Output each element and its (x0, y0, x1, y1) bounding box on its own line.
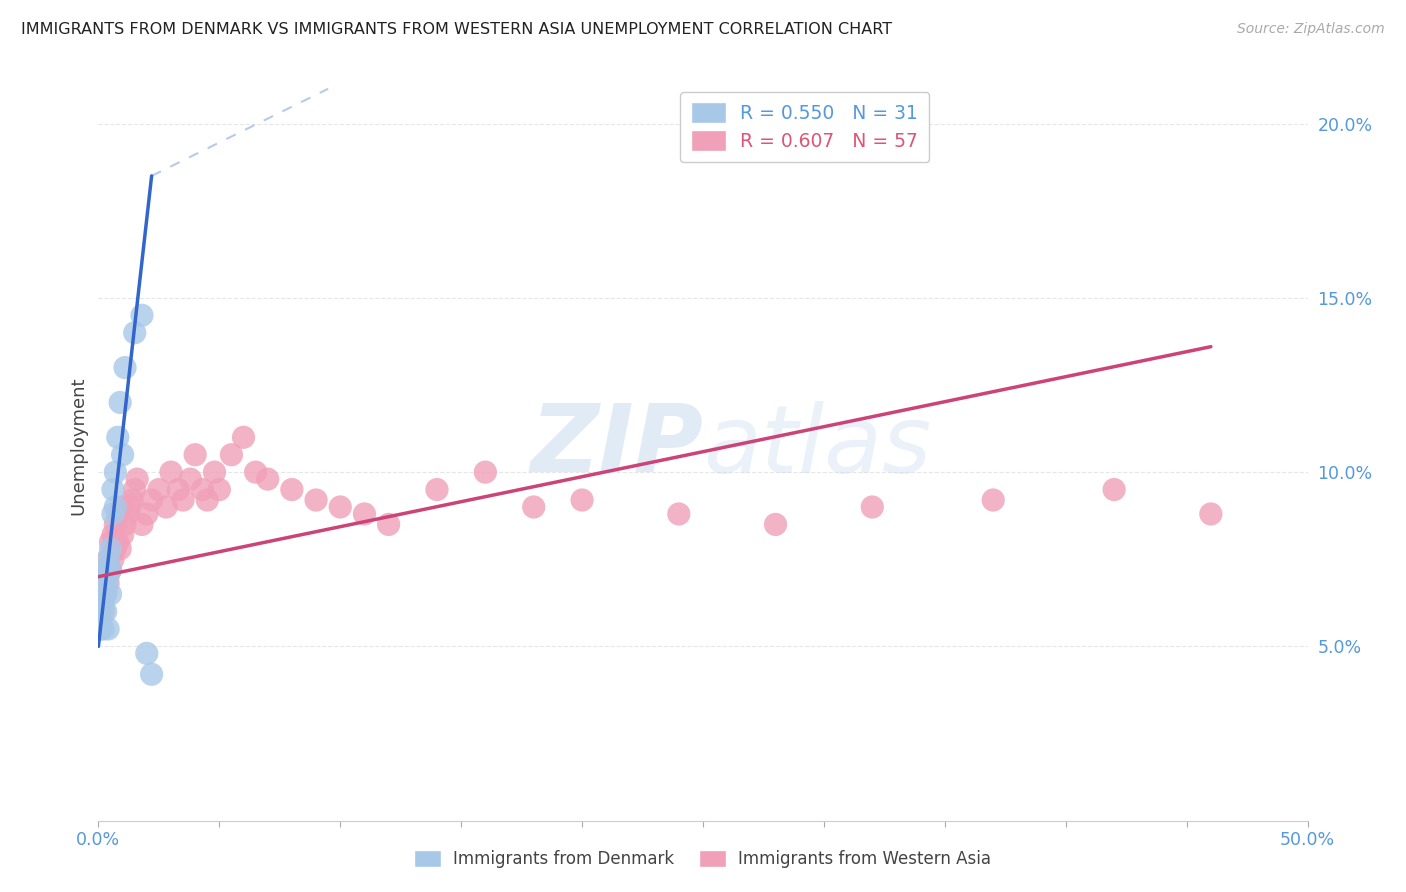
Point (94, 605, 117, 619)
Point (107, 534, 129, 549)
Text: IMMIGRANTS FROM DENMARK VS IMMIGRANTS FROM WESTERN ASIA UNEMPLOYMENT CORRELATION: IMMIGRANTS FROM DENMARK VS IMMIGRANTS FR… (21, 22, 893, 37)
Text: Source: ZipAtlas.com: Source: ZipAtlas.com (1237, 22, 1385, 37)
Point (91, 576, 114, 591)
Point (208, 483, 231, 497)
Point (94, 576, 117, 591)
Point (118, 500, 141, 514)
Point (167, 483, 190, 497)
Point (117, 507, 139, 521)
Point (245, 465, 267, 479)
Point (141, 667, 163, 681)
Point (141, 493, 163, 508)
Point (100, 563, 122, 577)
Point (765, 517, 787, 532)
Point (94, 563, 117, 577)
Point (104, 465, 127, 479)
Point (121, 493, 143, 508)
Point (114, 517, 136, 532)
Point (97, 622, 120, 636)
Point (204, 465, 226, 479)
Point (155, 500, 177, 514)
Point (100, 534, 122, 549)
Point (97, 552, 120, 566)
Point (104, 517, 127, 532)
Point (131, 308, 153, 322)
Point (426, 483, 449, 497)
Point (97, 576, 120, 591)
Point (91, 598, 114, 612)
Point (329, 500, 352, 514)
Point (127, 472, 149, 486)
Point (131, 517, 153, 532)
Point (97, 570, 120, 584)
Point (91, 587, 114, 601)
Point (101, 552, 124, 566)
Legend: R = 0.550   N = 31, R = 0.607   N = 57: R = 0.550 N = 31, R = 0.607 N = 57 (681, 92, 929, 161)
Point (100, 587, 122, 601)
Point (148, 483, 170, 497)
Point (860, 500, 883, 514)
Point (108, 395, 131, 409)
Point (179, 472, 201, 486)
Point (100, 563, 122, 577)
Legend: Immigrants from Denmark, Immigrants from Western Asia: Immigrants from Denmark, Immigrants from… (408, 844, 998, 875)
Point (668, 507, 690, 521)
Text: atlas: atlas (703, 401, 931, 491)
Point (90, 611, 112, 625)
Point (191, 483, 214, 497)
Point (114, 360, 136, 375)
Point (91, 605, 114, 619)
Point (90, 622, 112, 636)
Point (160, 465, 183, 479)
Point (523, 500, 546, 514)
Point (195, 493, 218, 508)
Point (124, 483, 146, 497)
Point (172, 493, 194, 508)
Point (111, 448, 134, 462)
Point (377, 517, 399, 532)
Point (91, 622, 114, 636)
Point (90, 587, 112, 601)
Point (571, 493, 593, 508)
Point (100, 541, 122, 556)
Point (305, 493, 328, 508)
Point (111, 528, 134, 542)
Point (101, 483, 124, 497)
Point (94, 587, 117, 601)
Point (111, 500, 134, 514)
Point (90, 587, 112, 601)
Point (91, 570, 114, 584)
Y-axis label: Unemployment: Unemployment (69, 376, 87, 516)
Point (184, 448, 207, 462)
Point (107, 507, 129, 521)
Point (91, 576, 114, 591)
Point (124, 326, 146, 340)
Point (104, 500, 127, 514)
Point (108, 541, 131, 556)
Point (104, 541, 127, 556)
Point (101, 507, 124, 521)
Point (256, 472, 278, 486)
Point (981, 493, 1004, 508)
Point (107, 430, 129, 444)
Point (1102, 483, 1125, 497)
Point (135, 646, 157, 660)
Point (232, 430, 254, 444)
Point (1199, 507, 1222, 521)
Point (90, 605, 112, 619)
Point (281, 483, 304, 497)
Point (353, 507, 375, 521)
Point (97, 552, 120, 566)
Point (221, 448, 243, 462)
Text: ZIP: ZIP (530, 400, 703, 492)
Point (135, 507, 157, 521)
Point (474, 465, 496, 479)
Point (94, 563, 117, 577)
Point (101, 528, 124, 542)
Point (94, 587, 117, 601)
